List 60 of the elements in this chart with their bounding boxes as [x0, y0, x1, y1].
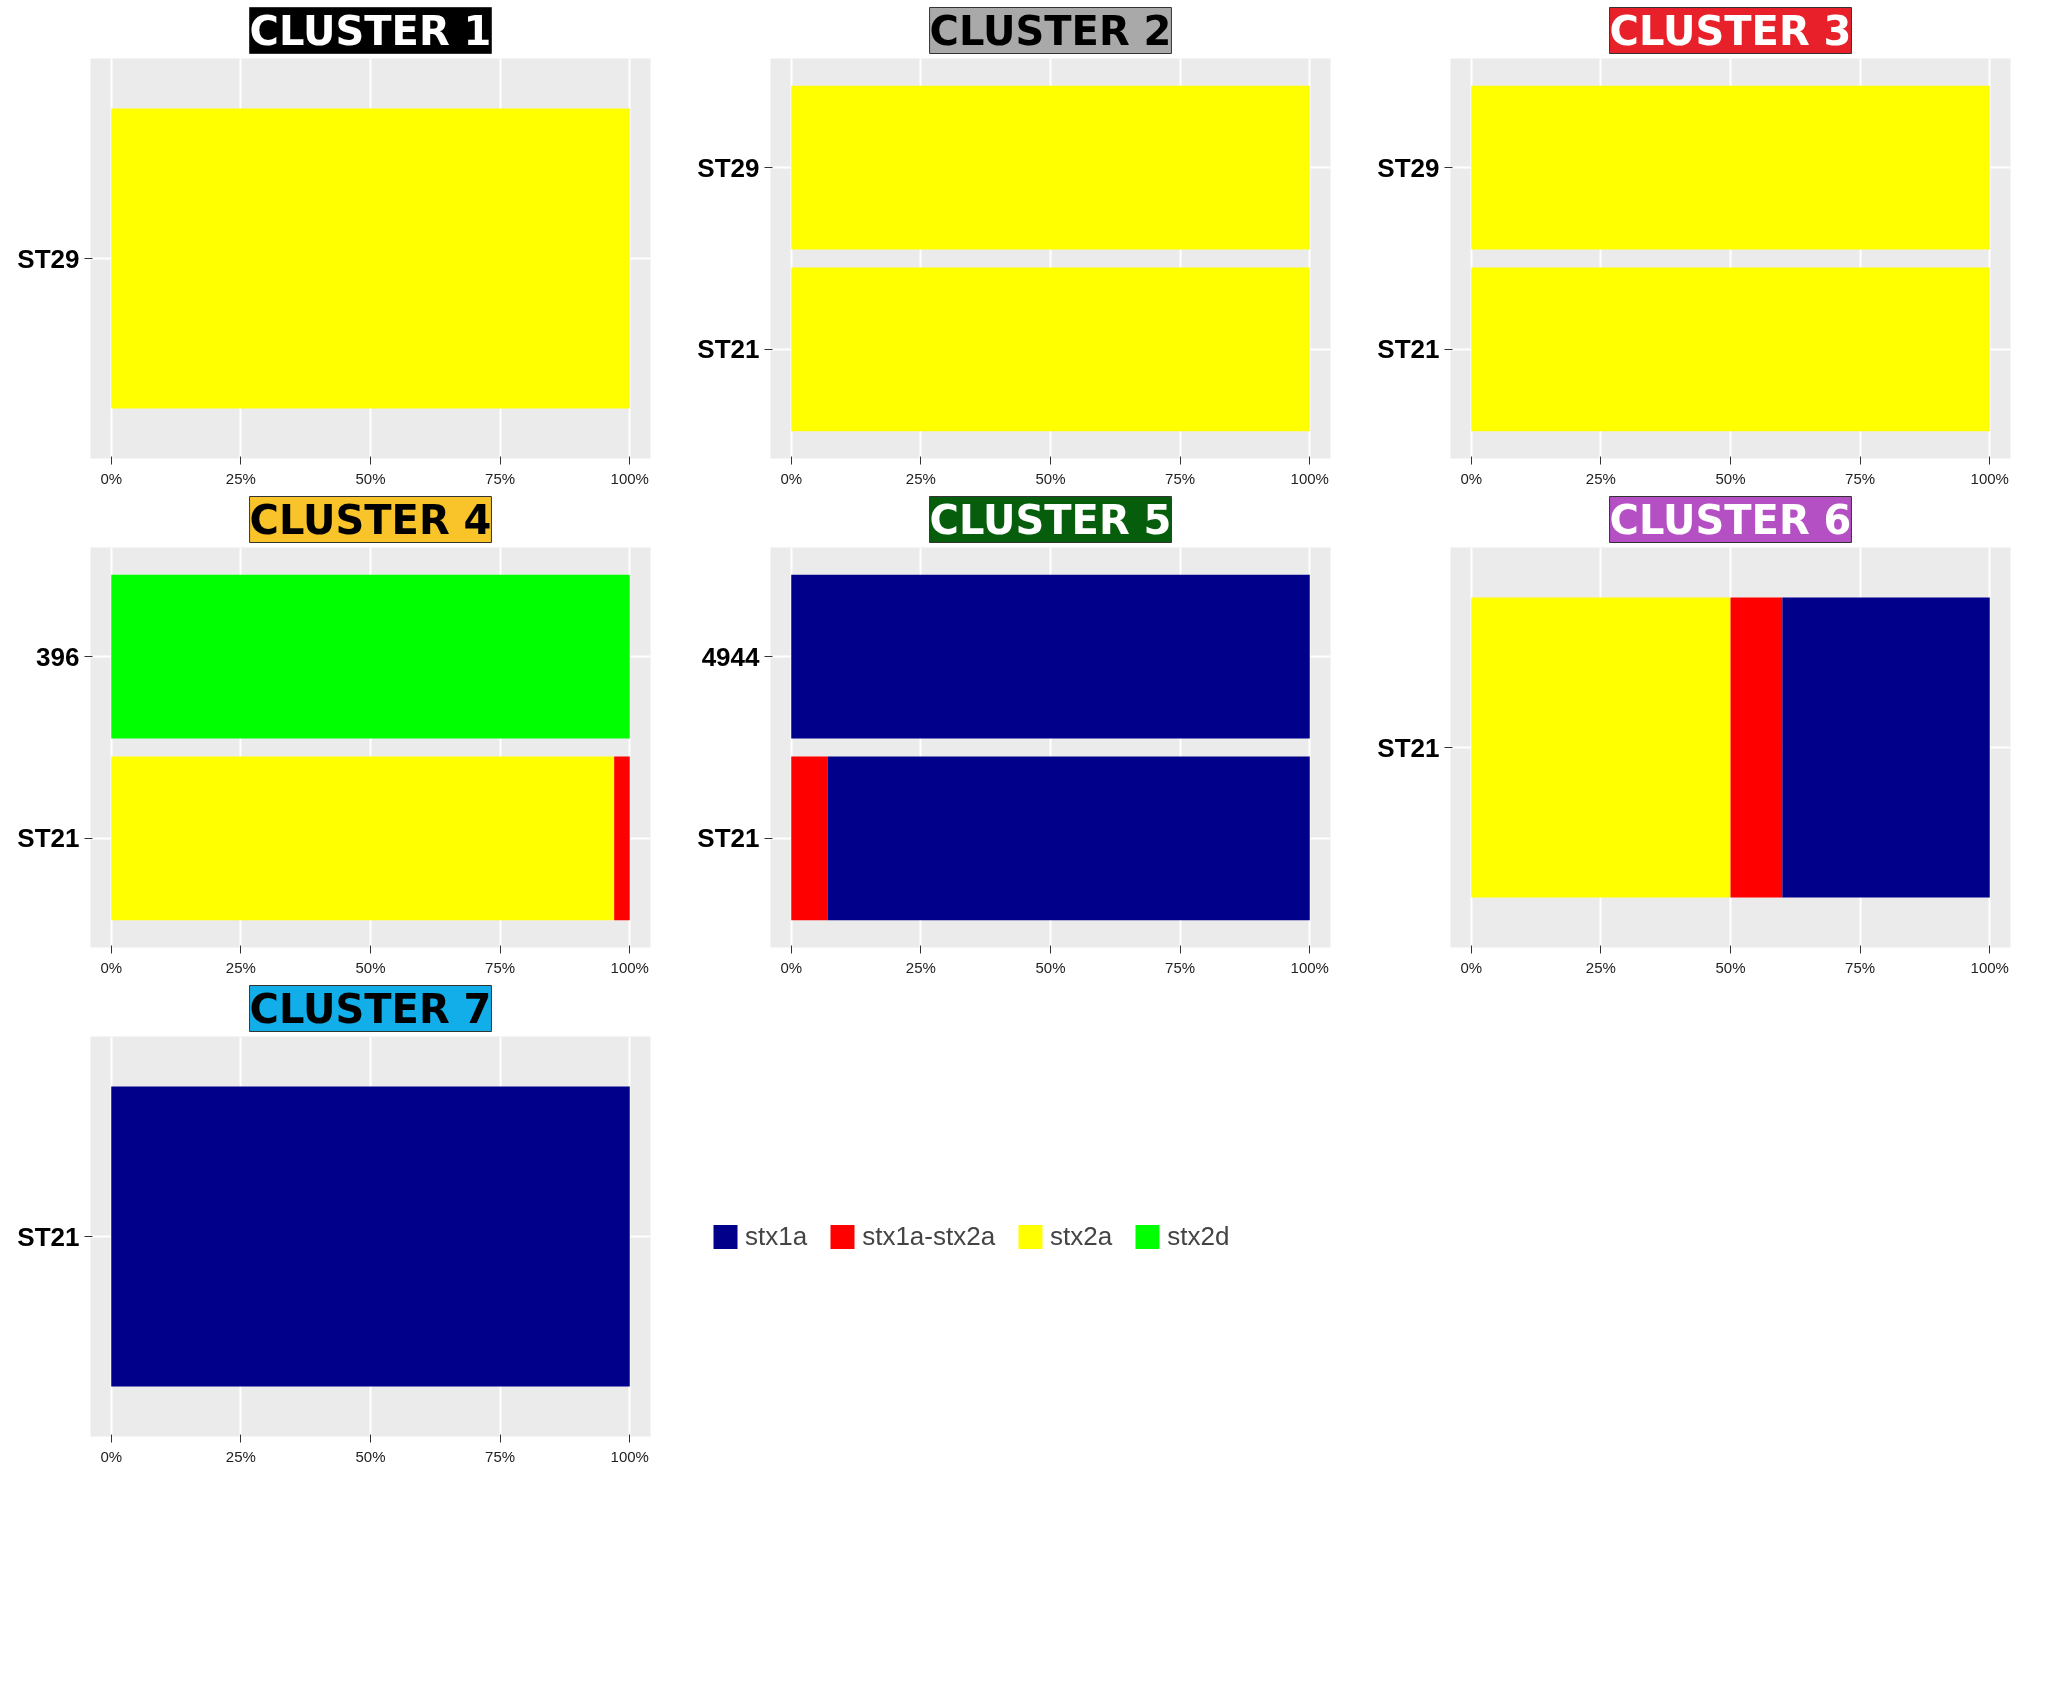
x-tick-label: 75%: [1845, 469, 1876, 487]
chart-title: CLUSTER 7: [249, 985, 492, 1032]
x-tick-label: 0%: [100, 469, 123, 487]
x-tick-label: 75%: [485, 469, 516, 487]
y-tick-label: ST29: [1377, 152, 1440, 183]
bar: [1730, 597, 1783, 898]
x-tick-label: 75%: [1845, 958, 1876, 976]
x-tick-label: 50%: [1715, 958, 1746, 976]
bar: [1782, 597, 1990, 898]
y-tick-label: 396: [36, 641, 80, 672]
x-tick-label: 50%: [1715, 469, 1746, 487]
x-tick-label: 100%: [610, 1447, 649, 1465]
y-tick-label: ST21: [17, 823, 80, 854]
x-tick-label: 25%: [225, 469, 256, 487]
chart-title: CLUSTER 4: [249, 496, 492, 543]
y-tick-label: ST21: [1377, 732, 1440, 763]
x-tick-label: 25%: [905, 469, 936, 487]
x-tick-label: 100%: [610, 958, 649, 976]
x-tick-label: 0%: [1460, 958, 1483, 976]
x-tick-label: 100%: [610, 469, 649, 487]
y-tick-label: ST21: [697, 334, 760, 365]
x-tick-label: 0%: [100, 1447, 123, 1465]
chart-title: CLUSTER 2: [929, 7, 1172, 54]
x-tick-label: 25%: [905, 958, 936, 976]
x-tick-label: 50%: [355, 1447, 386, 1465]
chart-title: CLUSTER 6: [1609, 496, 1852, 543]
y-tick-label: ST29: [17, 243, 80, 274]
x-tick-label: 25%: [1585, 469, 1616, 487]
chart-title: CLUSTER 5: [929, 496, 1172, 543]
legend-label: stx1a: [745, 1220, 808, 1252]
x-tick-label: 25%: [1585, 958, 1616, 976]
bar: [1471, 597, 1731, 898]
x-tick-label: 100%: [1970, 958, 2009, 976]
x-tick-label: 0%: [100, 958, 123, 976]
legend-label: stx2d: [1167, 1220, 1230, 1252]
y-tick-label: ST21: [697, 823, 760, 854]
y-tick-label: ST21: [17, 1221, 80, 1252]
y-tick-label: ST29: [697, 152, 760, 183]
x-tick-label: 75%: [485, 958, 516, 976]
x-tick-label: 25%: [225, 1447, 256, 1465]
x-tick-label: 75%: [485, 1447, 516, 1465]
x-tick-label: 25%: [225, 958, 256, 976]
y-tick-label: ST21: [1377, 334, 1440, 365]
x-tick-label: 100%: [1290, 958, 1329, 976]
x-tick-label: 100%: [1290, 469, 1329, 487]
x-tick-label: 50%: [1035, 958, 1066, 976]
x-tick-label: 0%: [780, 469, 803, 487]
x-tick-label: 50%: [355, 958, 386, 976]
legend-label: stx1a-stx2a: [862, 1220, 996, 1252]
legend-label: stx2a: [1050, 1220, 1113, 1252]
x-tick-label: 100%: [1970, 469, 2009, 487]
chart-title: CLUSTER 3: [1609, 7, 1852, 54]
x-tick-label: 50%: [1035, 469, 1066, 487]
chart-title: CLUSTER 1: [249, 7, 492, 54]
x-tick-label: 75%: [1165, 958, 1196, 976]
x-tick-label: 50%: [355, 469, 386, 487]
x-tick-label: 0%: [1460, 469, 1483, 487]
x-tick-label: 0%: [780, 958, 803, 976]
y-tick-label: 4944: [701, 641, 761, 672]
x-tick-label: 75%: [1165, 469, 1196, 487]
